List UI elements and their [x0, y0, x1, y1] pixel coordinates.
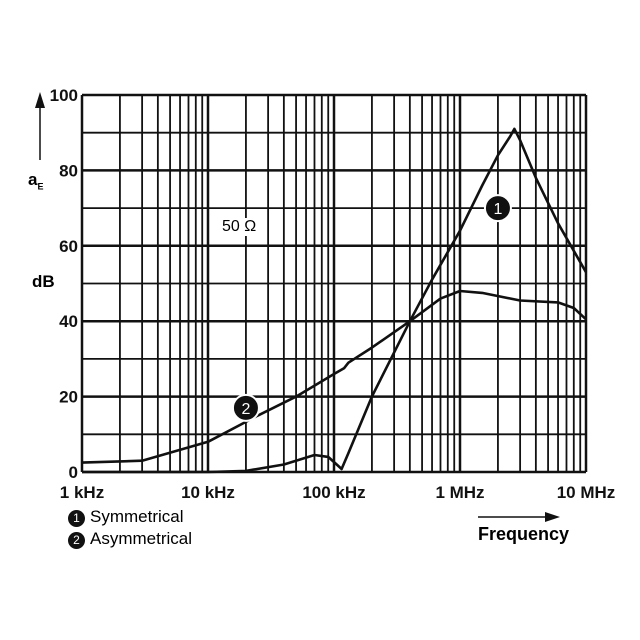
y-tick-label: 60 — [59, 237, 78, 256]
legend-item-asymmetrical: 2 Asymmetrical — [68, 528, 192, 550]
y-unit: dB — [32, 272, 55, 291]
legend-marker: 1 — [68, 510, 85, 527]
y-tick-label: 20 — [59, 388, 78, 407]
y-axis-arrowhead — [35, 92, 45, 108]
curve-marker-1 — [483, 194, 512, 223]
x-axis-arrowhead — [545, 512, 560, 522]
curve-marker-2 — [231, 393, 260, 422]
y-tick-label: 0 — [69, 463, 78, 482]
legend-marker: 2 — [68, 532, 85, 549]
x-tick-label: 10 MHz — [557, 483, 616, 502]
y-label-subscript: E — [37, 181, 44, 192]
x-tick-label: 100 kHz — [302, 483, 365, 502]
y-label-a: a — [28, 170, 38, 189]
y-label-symbol: aE — [28, 170, 43, 191]
legend-item-symmetrical: 1 Symmetrical — [68, 506, 192, 528]
curve-marker-label: 2 — [241, 401, 250, 418]
legend-label: Asymmetrical — [90, 529, 193, 548]
series-line-asymmetrical — [81, 289, 587, 464]
x-tick-label: 1 MHz — [435, 483, 484, 502]
y-tick-label: 40 — [59, 312, 78, 331]
curve-marker-label: 1 — [493, 201, 502, 218]
x-tick-label: 10 kHz — [181, 483, 235, 502]
y-tick-label: 100 — [50, 86, 78, 105]
legend-label: Symmetrical — [90, 507, 184, 526]
y-tick-label: 80 — [59, 161, 78, 180]
annotation-50-ohm: 50 Ω — [218, 218, 261, 236]
x-label: Frequency — [478, 524, 570, 544]
legend: 1 Symmetrical 2 Asymmetrical — [68, 506, 192, 550]
x-tick-label: 1 kHz — [60, 483, 104, 502]
